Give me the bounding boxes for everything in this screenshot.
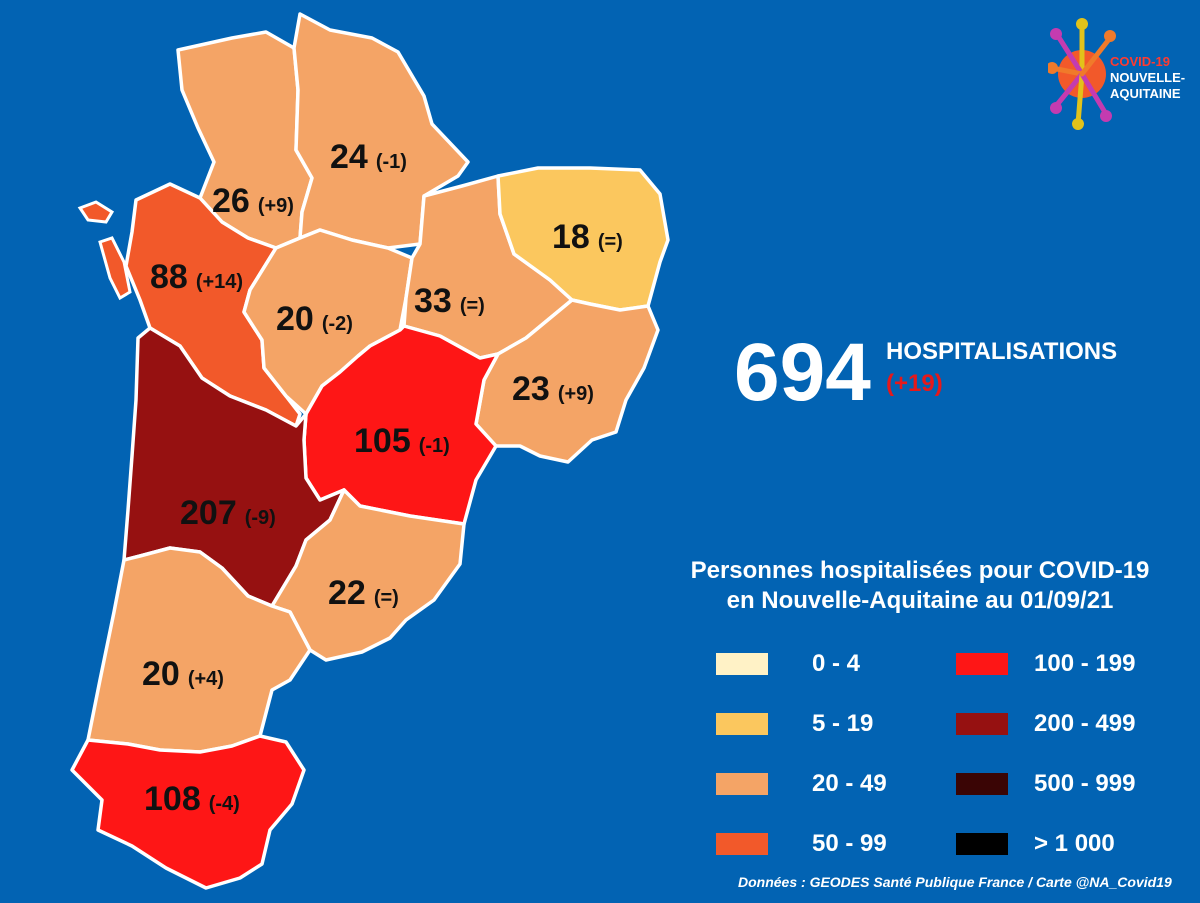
dept-delta: (+9) (258, 195, 294, 217)
legend-item: > 1 000 (956, 830, 1115, 858)
dept-value: 22 (328, 574, 366, 612)
legend-item: 500 - 999 (956, 770, 1135, 798)
dept-value: 207 (180, 494, 237, 532)
dept-47 (270, 488, 466, 662)
logo-line3: AQUITAINE (1110, 86, 1181, 101)
total-hospitalisations-title: HOSPITALISATIONS (886, 338, 1118, 365)
legend-item: 20 - 49 (716, 770, 887, 798)
logo-line1: COVID-19 (1110, 54, 1170, 69)
legend-label: 0 - 4 (812, 650, 861, 677)
dept-value: 26 (212, 182, 250, 220)
dept-delta: (-1) (419, 435, 450, 457)
region-map: 24 (-1) 26 (+9) 18 (=) 88 (+14) 20 (-2) 33 (=) 23 (+9… (70, 12, 670, 890)
dept-delta: (-4) (209, 793, 240, 815)
dept-delta: (+9) (558, 383, 594, 405)
legend-item: 0 - 4 (716, 650, 860, 678)
dept-label: 24 (-1) (330, 138, 407, 176)
legend-title-line2: en Nouvelle-Aquitaine au 01/09/21 (726, 587, 1114, 614)
legend-swatch (716, 773, 768, 795)
dept-label: 105 (-1) (354, 422, 450, 460)
dept-label: 108 (-4) (144, 780, 240, 818)
dept-label: 33 (=) (414, 282, 485, 320)
legend-label: 50 - 99 (812, 830, 887, 857)
legend-swatch (956, 773, 1008, 795)
island-re (77, 200, 115, 224)
dept-delta: (-1) (376, 151, 407, 173)
legend-label: 100 - 199 (1034, 650, 1136, 677)
dept-delta: (+14) (196, 271, 243, 293)
legend-swatch (956, 833, 1008, 855)
covid19-logo: COVID-19 NOUVELLE- AQUITAINE (1046, 18, 1188, 130)
legend-swatch (956, 653, 1008, 675)
island-oleron (98, 236, 132, 301)
dept-value: 105 (354, 422, 411, 460)
dept-value: 18 (552, 218, 590, 256)
dept-17 (124, 182, 302, 428)
dept-label: 88 (+14) (150, 258, 243, 296)
legend-label: > 1 000 (1034, 830, 1115, 857)
legend-item: 200 - 499 (956, 710, 1135, 738)
legend-label: 500 - 999 (1034, 770, 1136, 797)
legend-swatch (716, 713, 768, 735)
legend-item: 5 - 19 (716, 710, 873, 738)
legend-title: Personnes hospitalisées pour COVID-19 en… (640, 556, 1200, 616)
dept-value: 24 (330, 138, 368, 176)
source-credit: Données : GEODES Santé Publique France /… (738, 874, 1172, 890)
virus-icon (1046, 18, 1116, 130)
legend-item: 50 - 99 (716, 830, 887, 858)
legend-title-line1: Personnes hospitalisées pour COVID-19 (690, 557, 1150, 584)
dept-64 (70, 734, 306, 890)
legend-swatch (716, 653, 768, 675)
legend-item: 100 - 199 (956, 650, 1135, 678)
dept-delta: (=) (460, 295, 485, 317)
dept-delta: (=) (598, 231, 623, 253)
dept-label: 22 (=) (328, 574, 399, 612)
dept-value: 108 (144, 780, 201, 818)
dept-delta: (=) (374, 587, 399, 609)
legend-swatch (716, 833, 768, 855)
dept-value: 20 (142, 655, 180, 693)
logo-text: COVID-19 NOUVELLE- AQUITAINE (1110, 54, 1185, 102)
legend-label: 20 - 49 (812, 770, 887, 797)
dept-label: 20 (-2) (276, 300, 353, 338)
dept-value: 33 (414, 282, 452, 320)
dept-label: 20 (+4) (142, 655, 224, 693)
logo-line2: NOUVELLE- (1110, 70, 1186, 85)
dept-delta: (+4) (188, 668, 224, 690)
legend-label: 200 - 499 (1034, 710, 1136, 737)
dept-delta: (-9) (245, 507, 276, 529)
dept-label: 26 (+9) (212, 182, 294, 220)
dept-value: 88 (150, 258, 188, 296)
dept-value: 23 (512, 370, 550, 408)
legend-label: 5 - 19 (812, 710, 874, 737)
dept-delta: (-2) (322, 313, 353, 335)
dept-label: 23 (+9) (512, 370, 594, 408)
legend-swatch (956, 713, 1008, 735)
total-hospitalisations-delta: (+19) (886, 370, 943, 397)
total-hospitalisations-value: 694 (734, 327, 871, 418)
dept-value: 20 (276, 300, 314, 338)
dept-label: 207 (-9) (180, 494, 276, 532)
dept-label: 18 (=) (552, 218, 623, 256)
